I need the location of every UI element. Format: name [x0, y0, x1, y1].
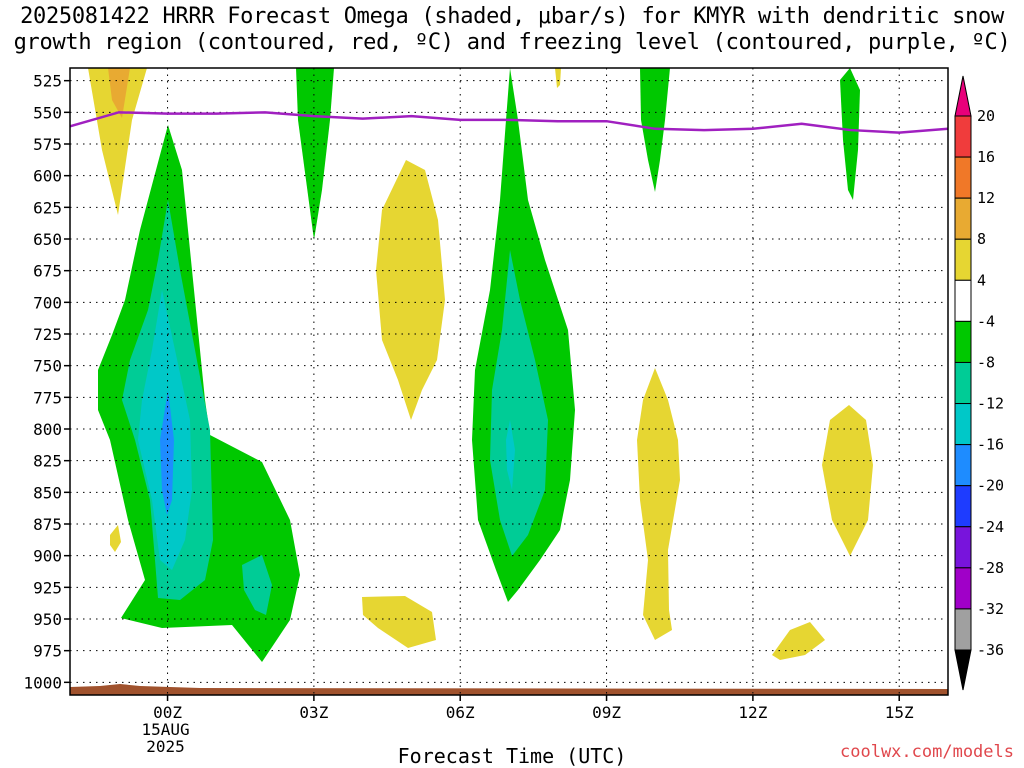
- x-tick-label: 00Z: [153, 703, 182, 722]
- colorbar-swatch: [954, 238, 972, 281]
- colorbar-swatch: [954, 403, 972, 446]
- y-tick-label: 700: [33, 293, 62, 312]
- colorbar-label: 4: [977, 271, 986, 289]
- y-tick-label: 925: [33, 578, 62, 597]
- y-tick-label: 1000: [23, 673, 62, 692]
- colorbar-swatch: [954, 279, 972, 322]
- omega-positive-area: [772, 622, 825, 660]
- x-tick-label: 09Z: [592, 703, 621, 722]
- omega-positive-area: [110, 525, 121, 552]
- chart-title: 2025081422 HRRR Forecast Omega (shaded, …: [13, 4, 1011, 55]
- y-tick-label: 675: [33, 262, 62, 281]
- y-tick-label: 525: [33, 72, 62, 91]
- colorbar: 20 16 12 8 4 -4 -8 -12 -16 -20 -24 -28 -32 -36: [954, 75, 1004, 691]
- colorbar-swatch: [954, 197, 972, 240]
- y-tick-label: 900: [33, 547, 62, 566]
- colorbar-swatch: [954, 115, 972, 158]
- y-tick-label: 625: [33, 198, 62, 217]
- colorbar-label: -8: [977, 353, 995, 371]
- y-tick-label: 825: [33, 452, 62, 471]
- colorbar-top-arrow: [954, 75, 972, 117]
- credit-link[interactable]: coolwx.com/models: [840, 742, 1014, 762]
- omega-shading: [70, 68, 948, 695]
- colorbar-bottom-arrow: [954, 649, 972, 691]
- y-axis: 525 550 575 600 625 650 675 700 725 750 775 800 825 8…: [23, 72, 70, 692]
- omega-negative-area: [160, 390, 174, 515]
- x-tick-year: 2025: [146, 737, 185, 756]
- omega-negative-area: [506, 420, 515, 490]
- colorbar-label: -20: [977, 477, 1004, 495]
- omega-negative-area: [296, 68, 334, 240]
- y-tick-label: 800: [33, 420, 62, 439]
- plot-frame: [69, 67, 949, 696]
- omega-positive-area: [637, 368, 680, 640]
- x-tick-label: 12Z: [738, 703, 767, 722]
- colorbar-label: 20: [977, 107, 995, 125]
- x-tick-label: 03Z: [299, 703, 328, 722]
- colorbar-label: -16: [977, 436, 1004, 454]
- grid-lines: [70, 68, 948, 695]
- colorbar-label: -28: [977, 559, 1004, 577]
- y-tick-label: 850: [33, 483, 62, 502]
- colorbar-swatch: [954, 608, 972, 651]
- colorbar-label: 16: [977, 148, 995, 166]
- omega-positive-area: [376, 160, 445, 420]
- colorbar-swatch: [954, 567, 972, 610]
- colorbar-swatch: [954, 526, 972, 569]
- y-tick-label: 550: [33, 103, 62, 122]
- x-tick-label: 06Z: [446, 703, 475, 722]
- y-tick-label: 950: [33, 610, 62, 629]
- x-tick-label: 15Z: [885, 703, 914, 722]
- colorbar-label: -4: [977, 312, 995, 330]
- colorbar-label: 12: [977, 189, 995, 207]
- omega-negative-area: [840, 68, 860, 200]
- y-tick-label: 650: [33, 230, 62, 249]
- colorbar-label: -32: [977, 600, 1004, 618]
- colorbar-swatch: [954, 485, 972, 528]
- x-tick-date: 15AUG: [141, 720, 189, 739]
- x-axis-label: Forecast Time (UTC): [397, 744, 627, 768]
- colorbar-label: 8: [977, 230, 986, 248]
- colorbar-swatch: [954, 361, 972, 405]
- omega-negative-area: [490, 250, 548, 556]
- y-tick-label: 875: [33, 515, 62, 534]
- omega-positive-area: [822, 405, 873, 556]
- colorbar-label: -24: [977, 518, 1004, 536]
- y-tick-label: 725: [33, 325, 62, 344]
- colorbar-label: -12: [977, 395, 1004, 413]
- colorbar-label: -36: [977, 641, 1004, 659]
- y-tick-label: 600: [33, 167, 62, 186]
- omega-negative-area: [242, 555, 272, 615]
- colorbar-swatch: [954, 156, 972, 199]
- y-tick-label: 750: [33, 357, 62, 376]
- y-tick-label: 975: [33, 642, 62, 661]
- colorbar-swatch: [954, 444, 972, 487]
- y-tick-label: 775: [33, 388, 62, 407]
- omega-positive-area: [555, 68, 561, 88]
- terrain: [70, 684, 948, 695]
- colorbar-swatch: [954, 320, 972, 363]
- y-tick-label: 575: [33, 135, 62, 154]
- omega-positive-area: [88, 68, 147, 215]
- freezing-level-contour: [69, 111, 949, 134]
- omega-positive-area: [108, 68, 130, 118]
- freezing-level-line: [69, 111, 949, 134]
- omega-positive-area: [362, 596, 436, 648]
